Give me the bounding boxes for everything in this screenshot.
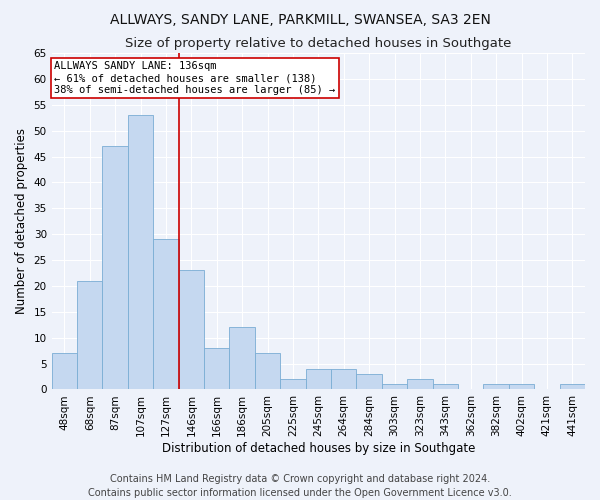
Text: ALLWAYS SANDY LANE: 136sqm
← 61% of detached houses are smaller (138)
38% of sem: ALLWAYS SANDY LANE: 136sqm ← 61% of deta…	[55, 62, 335, 94]
Bar	[356, 374, 382, 390]
Bar	[509, 384, 534, 390]
X-axis label: Distribution of detached houses by size in Southgate: Distribution of detached houses by size …	[161, 442, 475, 455]
Bar	[407, 379, 433, 390]
Bar	[52, 353, 77, 390]
Bar	[382, 384, 407, 390]
Bar	[280, 379, 305, 390]
Bar	[103, 146, 128, 390]
Bar	[153, 240, 179, 390]
Bar	[331, 369, 356, 390]
Title: Size of property relative to detached houses in Southgate: Size of property relative to detached ho…	[125, 38, 512, 51]
Text: Contains HM Land Registry data © Crown copyright and database right 2024.
Contai: Contains HM Land Registry data © Crown c…	[88, 474, 512, 498]
Bar	[179, 270, 204, 390]
Bar	[77, 281, 103, 390]
Y-axis label: Number of detached properties: Number of detached properties	[15, 128, 28, 314]
Bar	[128, 115, 153, 390]
Bar	[484, 384, 509, 390]
Bar	[305, 369, 331, 390]
Text: ALLWAYS, SANDY LANE, PARKMILL, SWANSEA, SA3 2EN: ALLWAYS, SANDY LANE, PARKMILL, SWANSEA, …	[110, 12, 490, 26]
Bar	[255, 353, 280, 390]
Bar	[204, 348, 229, 390]
Bar	[433, 384, 458, 390]
Bar	[229, 328, 255, 390]
Bar	[560, 384, 585, 390]
